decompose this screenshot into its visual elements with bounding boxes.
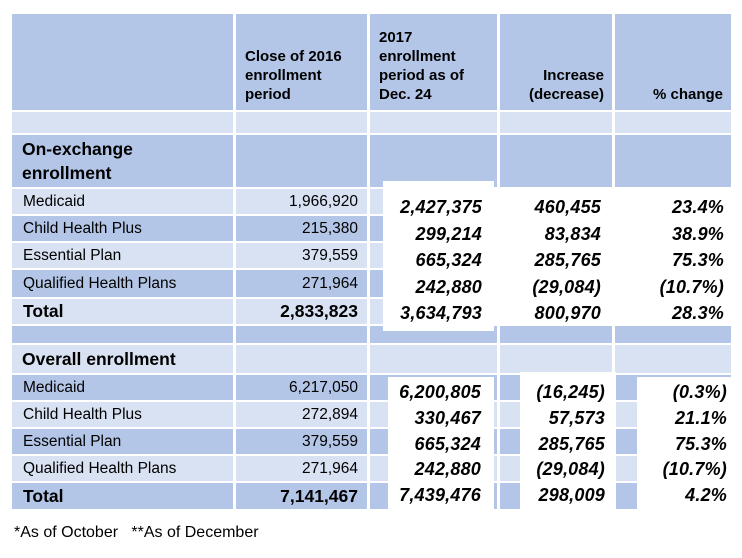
row-label-qualified-health-plans: Qualified Health Plans bbox=[12, 270, 233, 297]
overlay-value: 57,573 bbox=[548, 407, 605, 428]
overlay-increase-values-on-exchange: 460,455 83,834 285,765 (29,084) 800,970 bbox=[494, 189, 613, 324]
cell-empty bbox=[370, 135, 497, 187]
cell-empty bbox=[500, 135, 612, 187]
overlay-value: 28.3% bbox=[671, 303, 724, 323]
row-label-qualified-health-plans-overall: Qualified Health Plans bbox=[12, 456, 233, 481]
overlay-value: (16,245) bbox=[536, 382, 605, 402]
overlay-value: (10.7%) bbox=[659, 276, 724, 297]
spacer-cell bbox=[236, 112, 367, 133]
row-label-total-overall: Total bbox=[12, 483, 233, 509]
overlay-increase-values-overall: (16,245) 57,573 285,765 (29,084) 298,009 bbox=[520, 372, 616, 509]
overlay-value: 285,765 bbox=[534, 250, 601, 270]
spacer-cell bbox=[500, 112, 612, 133]
overlay-value: 242,880 bbox=[415, 276, 482, 297]
cell-close2016-essential-plan: 379,559 bbox=[236, 243, 367, 268]
header-increase-decrease: Increase (decrease) bbox=[500, 14, 612, 110]
spacer-cell bbox=[500, 326, 612, 343]
row-label-child-health-plus-overall: Child Health Plus bbox=[12, 402, 233, 427]
cell-close2016-total-on-exchange: 2,833,823 bbox=[236, 299, 367, 324]
spacer-cell bbox=[370, 112, 497, 133]
header-2017-period: 2017 enrollment period as of Dec. 24 bbox=[370, 14, 497, 110]
row-label-medicaid-overall: Medicaid bbox=[12, 375, 233, 400]
overlay-value: 665,324 bbox=[414, 433, 481, 454]
header-close-2016: Close of 2016 enrollment period bbox=[236, 14, 367, 110]
overlay-pct-change-values-on-exchange: 23.4% 38.9% 75.3% (10.7%) 28.3% bbox=[613, 189, 731, 324]
header-pct-change: % change bbox=[615, 14, 731, 110]
overlay-value: 242,880 bbox=[414, 459, 481, 480]
overlay-value: 7,439,476 bbox=[399, 485, 481, 506]
row-label-essential-plan: Essential Plan bbox=[12, 243, 233, 268]
overlay-value: 285,765 bbox=[538, 433, 605, 454]
overlay-value: (10.7%) bbox=[662, 459, 727, 480]
spacer-cell bbox=[12, 326, 233, 343]
overlay-value: 299,214 bbox=[415, 223, 482, 244]
cell-close2016-essential-plan-overall: 379,559 bbox=[236, 429, 367, 454]
overlay-value: 2,427,375 bbox=[400, 197, 482, 217]
row-label-child-health-plus: Child Health Plus bbox=[12, 216, 233, 241]
row-label-essential-plan-overall: Essential Plan bbox=[12, 429, 233, 454]
overlay-value: 75.3% bbox=[671, 250, 724, 270]
overlay-value: 665,324 bbox=[415, 250, 482, 270]
overlay-value: 75.3% bbox=[674, 433, 727, 454]
overlay-2017-values-overall: 6,200,805 330,467 665,324 242,880 7,439,… bbox=[388, 377, 494, 509]
overlay-value: 21.1% bbox=[674, 407, 727, 428]
overlay-value: (29,084) bbox=[536, 459, 605, 480]
overlay-value: 3,634,793 bbox=[400, 303, 482, 323]
spacer-cell bbox=[12, 112, 233, 133]
spacer-cell bbox=[615, 326, 731, 343]
overlay-value: (0.3%) bbox=[672, 382, 727, 402]
overlay-value: 4.2% bbox=[685, 485, 727, 506]
header-blank-cell bbox=[12, 14, 233, 110]
overlay-value: 38.9% bbox=[671, 223, 724, 244]
overlay-pct-change-values-overall: (0.3%) 21.1% 75.3% (10.7%) 4.2% bbox=[637, 377, 741, 509]
cell-close2016-qualified-health-plans-overall: 271,964 bbox=[236, 456, 367, 481]
cell-close2016-medicaid: 1,966,920 bbox=[236, 189, 367, 214]
spacer-cell bbox=[236, 326, 367, 343]
overlay-value: 460,455 bbox=[534, 197, 601, 217]
overlay-value: 23.4% bbox=[671, 197, 724, 217]
cell-empty bbox=[370, 345, 497, 373]
cell-close2016-qualified-health-plans: 271,964 bbox=[236, 270, 367, 297]
cell-empty bbox=[500, 345, 612, 373]
overlay-value: 83,834 bbox=[544, 223, 601, 244]
cell-empty bbox=[236, 345, 367, 373]
cell-empty bbox=[615, 345, 731, 373]
row-label-medicaid: Medicaid bbox=[12, 189, 233, 214]
overlay-value: 800,970 bbox=[534, 303, 601, 323]
overlay-value: (29,084) bbox=[532, 276, 601, 297]
overlay-value: 6,200,805 bbox=[399, 382, 481, 402]
row-label-total-on-exchange: Total bbox=[12, 299, 233, 324]
overlay-2017-values-on-exchange: 2,427,375 299,214 665,324 242,880 3,634,… bbox=[383, 181, 494, 331]
footnote: *As of October **As of December bbox=[14, 524, 259, 541]
cell-empty bbox=[615, 135, 731, 187]
cell-empty bbox=[236, 135, 367, 187]
overlay-value: 298,009 bbox=[538, 485, 605, 506]
section-title-on-exchange: On-exchange enrollment bbox=[12, 135, 233, 187]
overlay-value: 330,467 bbox=[414, 407, 481, 428]
cell-close2016-child-health-plus: 215,380 bbox=[236, 216, 367, 241]
cell-close2016-total-overall: 7,141,467 bbox=[236, 483, 367, 509]
section-title-overall: Overall enrollment bbox=[12, 345, 233, 373]
spacer-cell bbox=[615, 112, 731, 133]
cell-close2016-child-health-plus-overall: 272,894 bbox=[236, 402, 367, 427]
cell-close2016-medicaid-overall: 6,217,050 bbox=[236, 375, 367, 400]
